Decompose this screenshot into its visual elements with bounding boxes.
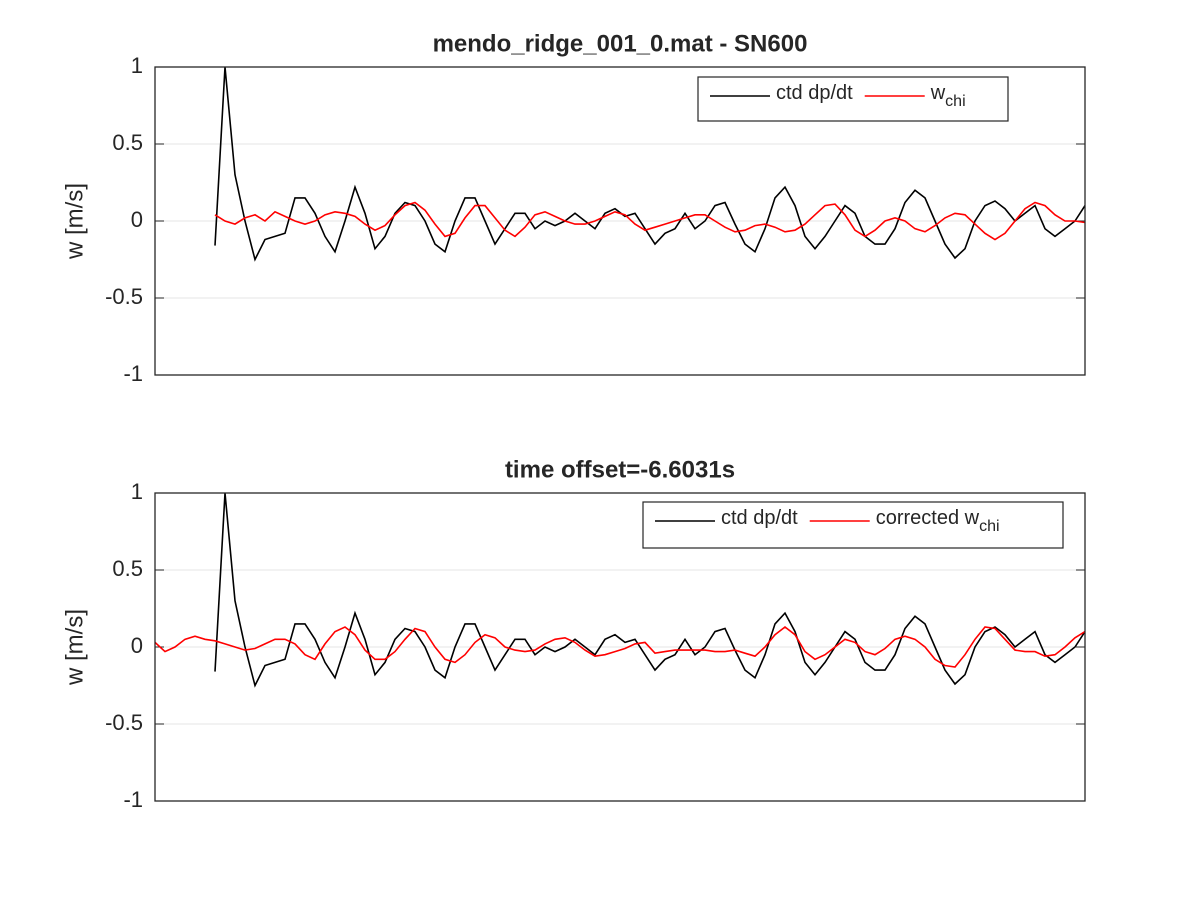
chart-title: time offset=-6.6031s	[505, 456, 735, 483]
y-axis-label: w [m/s]	[61, 609, 88, 686]
y-tick-label: 0.5	[112, 556, 143, 581]
data-line	[214, 493, 1085, 688]
y-tick-label: -1	[123, 361, 143, 386]
y-tick-label: 0.5	[112, 130, 143, 155]
data-line	[214, 67, 1085, 262]
y-tick-label: -0.5	[105, 710, 143, 735]
y-tick-label: -0.5	[105, 284, 143, 309]
legend-label: ctd dp/dt	[776, 82, 853, 104]
y-tick-label: 0	[131, 633, 143, 658]
y-tick-label: -1	[123, 787, 143, 812]
axes-box	[154, 492, 1086, 802]
legend-label: wchi	[930, 82, 966, 110]
data-line	[155, 625, 1085, 668]
y-tick-label: 1	[131, 479, 143, 504]
legend-box	[642, 501, 1064, 549]
legend-label: corrected wchi	[876, 507, 1000, 535]
axes-box	[154, 66, 1086, 376]
chart-title: mendo_ridge_001_0.mat - SN600	[433, 30, 808, 57]
legend-label: ctd dp/dt	[721, 507, 798, 529]
y-axis-label: w [m/s]	[61, 183, 88, 260]
legend-box	[697, 76, 1009, 122]
data-line	[214, 201, 1085, 241]
y-tick-label: 1	[131, 53, 143, 78]
y-tick-label: 0	[131, 207, 143, 232]
